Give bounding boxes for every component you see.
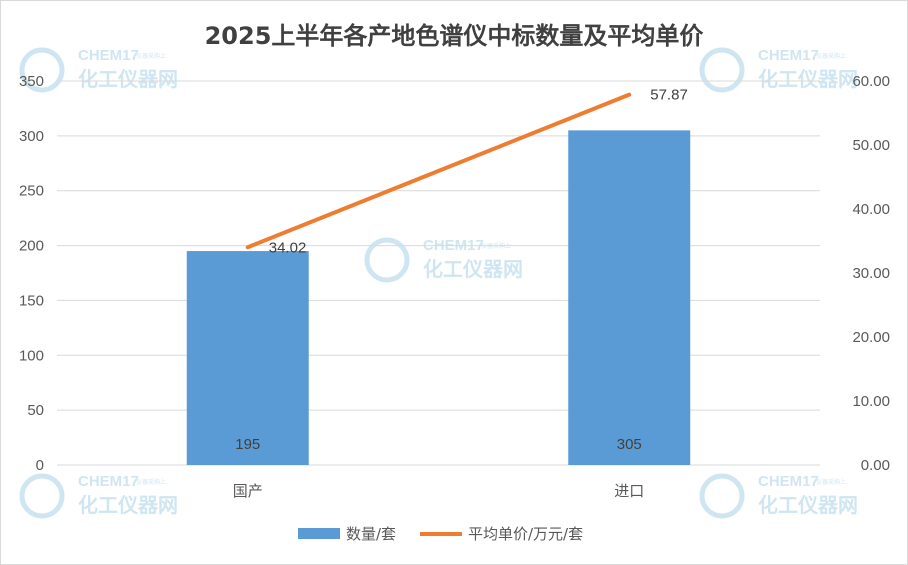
watermark-logo-icon: [699, 47, 745, 93]
data-labels: 195 305 34.02 57.87: [235, 87, 688, 453]
line-series: [245, 92, 632, 250]
watermark-brand-cn: 化工仪器网: [78, 67, 178, 91]
right-y-tick-label: 20.00: [852, 329, 890, 346]
right-y-tick-label: 50.00: [852, 137, 890, 154]
watermark-logo-icon: [19, 47, 65, 93]
left-y-tick-label: 150: [19, 292, 44, 309]
bar-1: [186, 251, 309, 465]
bar-2: [568, 130, 691, 465]
watermark-brand-cn: 化工仪器网: [758, 67, 858, 91]
watermark-brand-en: CHEM17: [758, 473, 819, 490]
line-path: [245, 92, 632, 250]
legend-line-label: 平均单价/万元/套: [468, 525, 583, 543]
x-tick-label: 国产: [233, 482, 263, 500]
watermark-tagline: 仪器采购上: [136, 52, 166, 60]
right-y-tick-label: 10.00: [852, 393, 890, 410]
chart-title: 2025上半年各产地色谱仪中标数量及平均单价: [205, 22, 705, 50]
watermark-tagline: 仪器采购上: [136, 478, 166, 486]
bar-data-label: 305: [617, 436, 642, 453]
watermark-tagline: 仪器采购上: [816, 478, 846, 486]
bar-series: [186, 130, 691, 465]
watermark-brand-en: CHEM17: [78, 473, 139, 490]
gridlines: [57, 80, 820, 466]
right-y-tick-label: 40.00: [852, 201, 890, 218]
legend-bar-swatch: [298, 528, 340, 539]
watermark-logo-icon: [699, 473, 745, 519]
watermark-logo-icon: [19, 473, 65, 519]
left-y-tick-label: 350: [19, 73, 44, 90]
left-y-tick-label: 0: [36, 457, 44, 474]
left-y-tick-label: 250: [19, 183, 44, 200]
watermark-brand-en: CHEM17: [758, 47, 819, 64]
watermark-logo-icon: [364, 237, 410, 283]
left-y-tick-label: 200: [19, 238, 44, 255]
line-data-label: 57.87: [650, 87, 688, 104]
watermark-brand-en: CHEM17: [78, 47, 139, 64]
bar-data-label: 195: [235, 436, 260, 453]
watermark-brand-cn: 化工仪器网: [423, 257, 523, 281]
watermark-brand-cn: 化工仪器网: [758, 493, 858, 517]
right-y-tick-label: 30.00: [852, 265, 890, 282]
right-y-tick-label: 60.00: [852, 73, 890, 90]
right-y-tick-label: 0.00: [861, 457, 890, 474]
line-data-label: 34.02: [269, 239, 307, 256]
watermark-tagline: 仪器采购上: [816, 52, 846, 60]
right-y-axis: 0.00 10.00 20.00 30.00 40.00 50.00 60.00: [852, 73, 890, 474]
watermark-brand-cn: 化工仪器网: [78, 493, 178, 517]
left-y-tick-label: 300: [19, 128, 44, 145]
legend-bar-label: 数量/套: [346, 525, 396, 543]
x-tick-label: 进口: [614, 482, 644, 500]
left-y-tick-label: 50: [27, 402, 44, 419]
x-axis: 国产 进口: [233, 482, 645, 500]
left-y-tick-label: 100: [19, 347, 44, 364]
left-y-axis: 0 50 100 150 200 250 300 350: [19, 73, 44, 474]
legend: 数量/套 平均单价/万元/套: [298, 525, 583, 543]
